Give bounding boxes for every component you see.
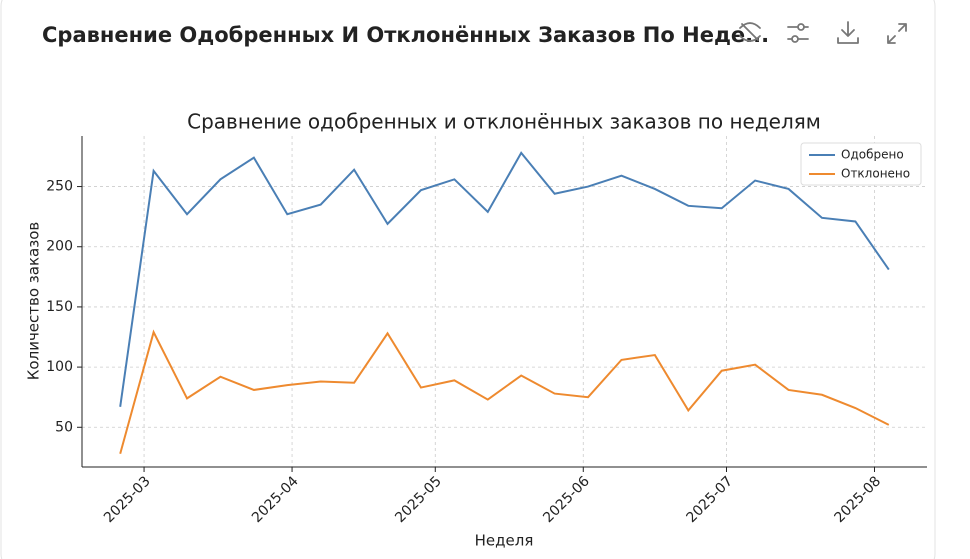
settings-icon[interactable] xyxy=(787,23,809,43)
y-tick-label: 100 xyxy=(46,359,73,375)
hide-icon[interactable] xyxy=(739,22,761,42)
y-tick-label: 50 xyxy=(55,419,73,435)
legend-label: Одобрено xyxy=(841,148,904,162)
download-icon[interactable] xyxy=(837,21,859,44)
expand-icon[interactable] xyxy=(887,23,907,44)
x-axis-label: Неделя xyxy=(475,532,534,550)
line xyxy=(119,329,890,455)
line xyxy=(119,151,890,407)
y-tick-label: 150 xyxy=(46,299,73,315)
y-tick-label: 250 xyxy=(46,179,73,195)
header-title: Сравнение Одобренных И Отклонённых Заказ… xyxy=(42,23,769,47)
card-border xyxy=(0,0,936,559)
legend-label: Отклонено xyxy=(841,167,910,181)
y-axis-label: Количество заказов xyxy=(25,222,43,380)
y-tick-label: 200 xyxy=(46,239,73,255)
chart-title: Сравнение одобренных и отклонённых заказ… xyxy=(187,110,821,134)
